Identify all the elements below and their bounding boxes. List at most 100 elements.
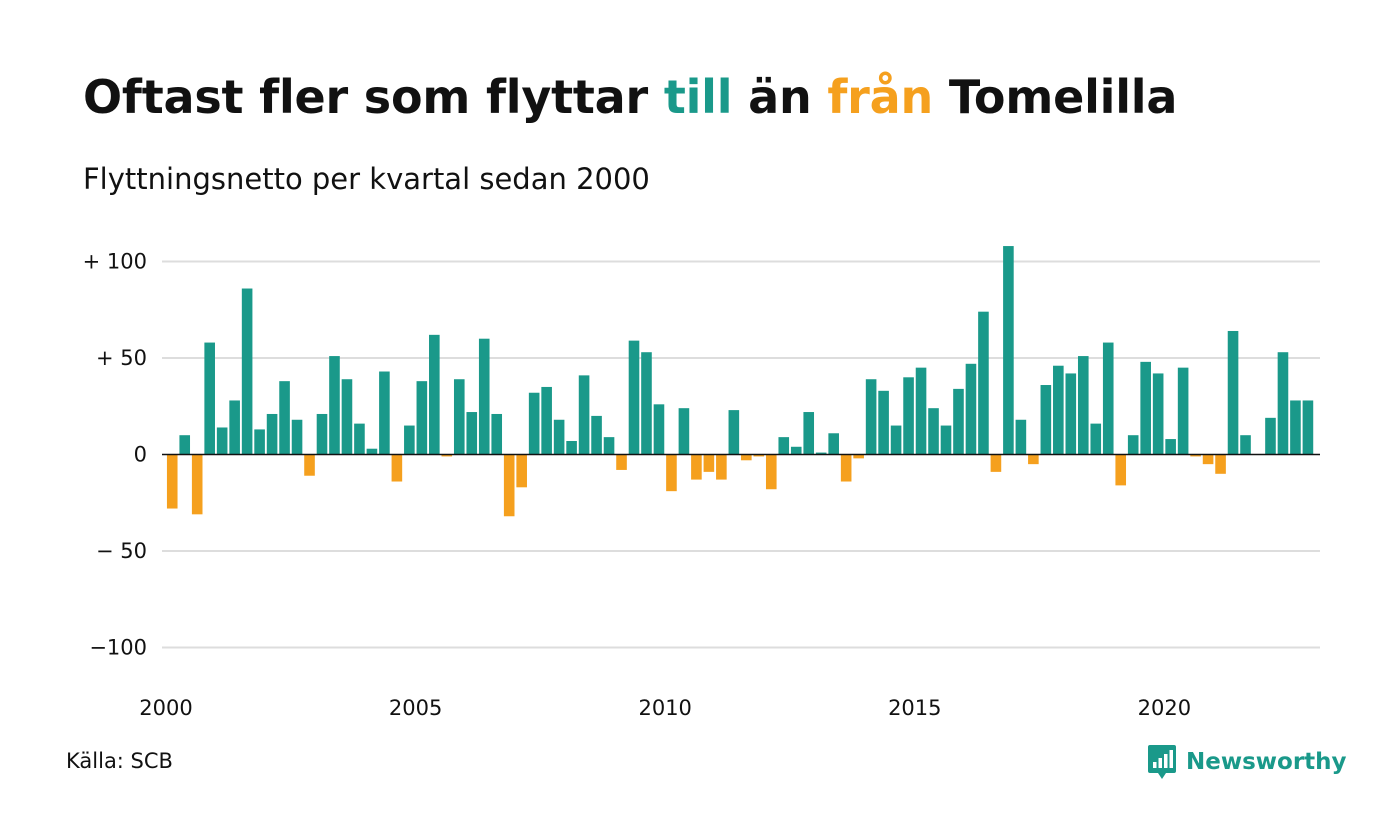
bar-2022K3 [1290, 400, 1301, 455]
bar-2007K1 [516, 454, 527, 488]
bar-2021K3 [1240, 435, 1251, 455]
bar-2011K4 [753, 454, 765, 457]
bar-2000K4 [204, 342, 215, 455]
bar-2002K4 [304, 454, 315, 476]
bar-2020K3 [1190, 454, 1201, 457]
bar-2016K2 [978, 311, 989, 455]
bar-2002K3 [291, 419, 303, 455]
bar-2004K2 [379, 371, 390, 455]
bar-2015K4 [953, 388, 964, 455]
bar-2004K1 [366, 448, 378, 455]
bar-2012K1 [765, 454, 777, 490]
grid-lines [162, 260, 1320, 649]
bar-2017K4 [1053, 365, 1064, 455]
x-tick-label: 2020 [1138, 696, 1191, 720]
bar-2014K4 [903, 377, 914, 455]
bar-2013K3 [840, 454, 852, 482]
bar-2000K1 [166, 454, 178, 509]
bar-2022K2 [1277, 352, 1289, 455]
bar-2017K3 [1040, 385, 1052, 455]
bar-2009K1 [616, 454, 627, 470]
bar-2007K2 [528, 392, 540, 455]
brand-name: Newsworthy [1186, 749, 1347, 775]
bar-2021K2 [1227, 330, 1239, 455]
bar-2006K4 [503, 454, 515, 517]
bar-2008K2 [578, 375, 590, 455]
bar-2018K1 [1065, 373, 1077, 455]
bar-2016K3 [990, 454, 1002, 472]
bar-2016K4 [1003, 246, 1014, 455]
y-tick-label: + 100 [83, 250, 147, 274]
bar-2000K3 [191, 454, 203, 515]
bar-2013K2 [828, 433, 839, 455]
bar-chart-speech-bubble-icon [1148, 745, 1176, 779]
bar-2003K3 [341, 379, 353, 455]
bar-2020K1 [1165, 439, 1176, 455]
bar-2013K4 [853, 454, 864, 459]
bar-2004K4 [404, 425, 415, 455]
bar-2016K1 [965, 363, 977, 455]
bar-2002K2 [279, 381, 290, 455]
bar-2019K3 [1140, 361, 1151, 455]
bar-2010K1 [666, 454, 677, 492]
y-tick-label: −100 [89, 636, 147, 660]
x-tick-label: 2000 [139, 696, 192, 720]
bar-2014K2 [878, 390, 889, 455]
chart-title: Oftast fler som flyttar till än från Tom… [83, 70, 1177, 124]
bar-2010K2 [678, 408, 690, 455]
bar-2005K3 [441, 454, 453, 457]
bar-2006K1 [466, 412, 478, 455]
bar-chart: + 100 + 50 0 − 50 −100 2000 2005 2010 2015 2020 [83, 246, 1320, 720]
x-tick-label: 2010 [638, 696, 691, 720]
newsworthy-logo[interactable]: Newsworthy [1147, 742, 1347, 782]
bar-2008K1 [566, 440, 577, 455]
title-part: än [732, 70, 828, 124]
bar-2003K1 [316, 413, 328, 455]
title-part: från [827, 70, 934, 124]
bar-2003K2 [329, 356, 340, 455]
bar-2015K1 [915, 367, 927, 455]
chart-subtitle: Flyttningsnetto per kvartal sedan 2000 [83, 162, 650, 196]
bar-2011K1 [716, 454, 727, 480]
bar-2013K1 [815, 452, 827, 455]
bar-2008K3 [591, 415, 602, 455]
bar-2001K2 [229, 400, 240, 455]
bar-2001K4 [254, 429, 265, 455]
bar-2019K1 [1115, 454, 1127, 486]
x-tick-label: 2015 [888, 696, 941, 720]
bar-2006K2 [478, 338, 490, 455]
bar-2018K3 [1090, 423, 1102, 455]
y-tick-label: 0 [134, 443, 147, 467]
bar-2020K2 [1177, 367, 1189, 455]
bar-2000K2 [179, 435, 191, 455]
x-axis-ticks: 2000 2005 2010 2015 2020 [139, 696, 1191, 720]
bar-2001K1 [216, 427, 228, 455]
bar-2007K4 [553, 419, 565, 455]
bar-2018K2 [1077, 356, 1089, 455]
bar-2019K2 [1127, 435, 1139, 455]
bar-2003K4 [354, 423, 365, 455]
bar-2005K4 [453, 379, 465, 455]
bar-2022K4 [1302, 400, 1314, 455]
bar-2011K3 [741, 454, 752, 461]
bar-2009K4 [653, 404, 665, 455]
bar-2009K2 [628, 340, 640, 455]
title-part: till [663, 70, 733, 124]
bar-2010K4 [703, 454, 715, 472]
bar-2019K4 [1152, 373, 1164, 455]
y-tick-label: − 50 [96, 539, 147, 563]
bar-2015K3 [940, 425, 952, 455]
bars [166, 246, 1314, 517]
bar-2011K2 [728, 410, 740, 455]
title-part: Tomelilla [933, 70, 1178, 124]
bar-2005K2 [429, 334, 440, 455]
bar-2010K3 [691, 454, 702, 480]
bar-2018K4 [1102, 342, 1114, 455]
bar-2002K1 [266, 413, 278, 455]
bar-2001K3 [241, 288, 253, 455]
bar-2004K3 [391, 454, 403, 482]
bar-2008K4 [603, 437, 615, 455]
bar-2014K1 [865, 379, 877, 455]
bar-2006K3 [491, 413, 503, 455]
bar-2021K1 [1215, 454, 1226, 474]
